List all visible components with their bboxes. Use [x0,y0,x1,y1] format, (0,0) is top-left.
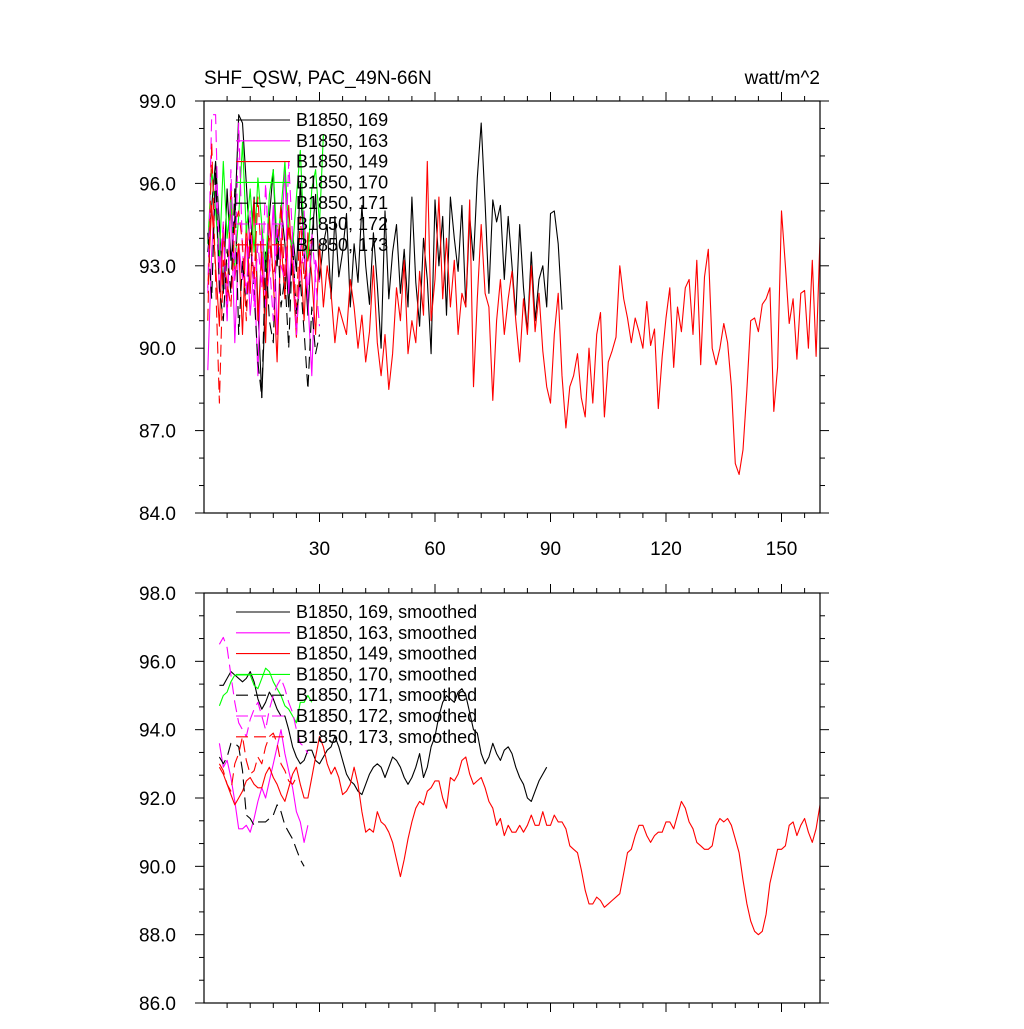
y-tick-label: 93.0 [139,257,176,278]
legend-label: B1850, 173 [296,235,388,255]
legend-label: B1850, 169 [296,110,388,130]
y-tick-label: 88.0 [139,926,176,947]
x-tick-label: 90 [540,539,561,560]
x-tick-label: 150 [766,539,798,560]
series-line [218,732,297,792]
x-tick-label: 30 [309,539,330,560]
legend-label: B1850, 149, smoothed [296,644,477,664]
legend-label: B1850, 172, smoothed [296,706,477,726]
plot-frame [203,100,821,514]
series-group [207,114,820,476]
x-tick-label: 120 [650,539,682,560]
y-tick-label: 98.0 [139,584,176,605]
series-group [218,636,820,936]
units-label: watt/m^2 [744,68,820,89]
series-line [207,160,820,476]
y-tick-label: 90.0 [139,857,176,878]
x-tick-label: 60 [424,539,445,560]
y-tick-label: 90.0 [139,339,176,360]
top-panel: 84.0 87.0 90.0 93.0 96.0 99.0 30 60 90 120 150 B185… [139,92,829,560]
bottom-panel: 86.0 88.0 90.0 92.0 94.0 96.0 98.0 B1850, 169, … [139,584,829,1015]
legend-label: B1850, 149 [296,152,388,172]
chart-title: SHF_QSW, PAC_49N-66N [204,68,432,89]
y-tick-label: 84.0 [139,504,176,525]
legend-label: B1850, 171, smoothed [296,685,477,705]
legend-label: B1850, 163 [296,131,388,151]
y-tick-label: 94.0 [139,721,176,742]
series-line [218,667,313,724]
y-tick-label: 96.0 [139,652,176,673]
series-line [207,114,563,399]
series-line [219,671,548,802]
y-tick-label: 96.0 [139,174,176,195]
legend-label: B1850, 170 [296,172,388,192]
legend-label: B1850, 170, smoothed [296,664,477,684]
series-line [218,636,309,754]
y-tick-label: 86.0 [139,994,176,1015]
series-line [218,742,305,867]
y-tick-label: 92.0 [139,789,176,810]
y-tick-label: 87.0 [139,422,176,443]
series-line [218,729,309,843]
legend-label: B1850, 171 [296,193,388,213]
legend-label: B1850, 173, smoothed [296,727,477,747]
legend-label: B1850, 163, smoothed [296,623,477,643]
legend-label: B1850, 172 [296,214,388,234]
series-line [207,141,313,404]
legend-label: B1850, 169, smoothed [296,602,477,622]
series-line [207,114,321,336]
series-line [218,735,820,936]
y-tick-label: 99.0 [139,92,176,113]
series-line [207,169,321,399]
